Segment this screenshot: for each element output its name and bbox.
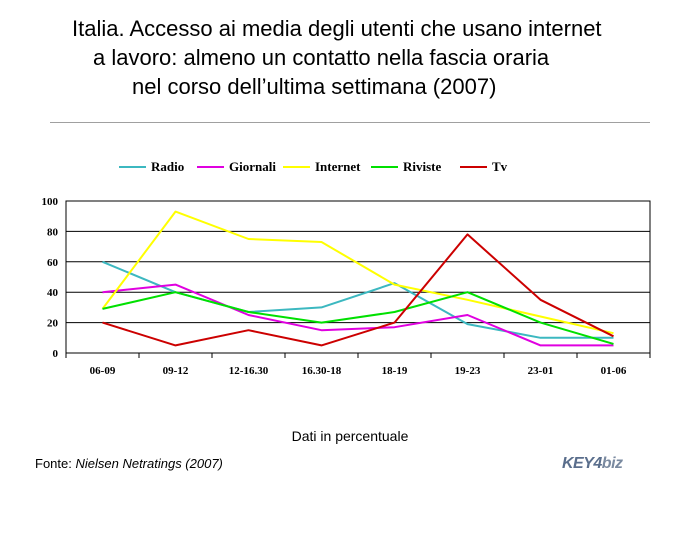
series-line-giornali [102, 283, 614, 347]
x-tick-label: 12-16.30 [229, 365, 269, 377]
title-line-2: a lavoro: almeno un contatto nella fasci… [93, 45, 550, 70]
series-line-riviste [102, 291, 614, 345]
chart-note: Dati in percentuale [291, 428, 409, 444]
y-tick-label: 20 [47, 318, 59, 330]
x-tick-label: 19-23 [455, 365, 481, 377]
legend-label-internet: Internet [315, 159, 361, 174]
y-tick-label: 0 [53, 348, 59, 360]
legend-label-riviste: Riviste [403, 159, 442, 174]
x-tick-label: 06-09 [90, 365, 116, 377]
y-tick-label: 80 [47, 226, 59, 238]
title-line-1: Italia. Accesso ai media degli utenti ch… [72, 16, 602, 41]
y-tick-label: 40 [47, 287, 59, 299]
x-tick-label: 23-01 [528, 365, 554, 377]
source-label: Fonte: [35, 456, 72, 471]
key4biz-logo: KEY4biz [562, 455, 623, 473]
series-line-internet [101, 210, 614, 335]
line-chart: 0 20 40 60 80 100 06-09 09-12 12-16.30 16.30-18 18… [42, 159, 651, 377]
y-tick-label: 60 [47, 257, 59, 269]
x-tick-label: 09-12 [163, 365, 189, 377]
source-credit: Fonte: Nielsen Netratings (2007) [35, 456, 223, 471]
logo-part-1: KEY4 [562, 455, 602, 472]
plot-area [65, 200, 651, 354]
source-text: Nielsen Netratings (2007) [75, 456, 223, 471]
legend-label-giornali: Giornali [229, 159, 276, 174]
title-line-3: nel corso dell’ultima settimana (2007) [132, 74, 497, 99]
x-tick-label: 18-19 [382, 365, 408, 377]
legend-label-radio: Radio [151, 159, 184, 174]
y-tick-label: 100 [42, 196, 59, 208]
series-line-radio [102, 260, 614, 339]
logo-part-2: biz [601, 455, 623, 472]
x-tick-label: 16.30-18 [302, 365, 342, 377]
title-divider [50, 122, 650, 123]
series-line-tv [102, 233, 614, 347]
x-tick-label: 01-06 [601, 365, 627, 377]
legend-label-tv: Tv [492, 159, 508, 174]
